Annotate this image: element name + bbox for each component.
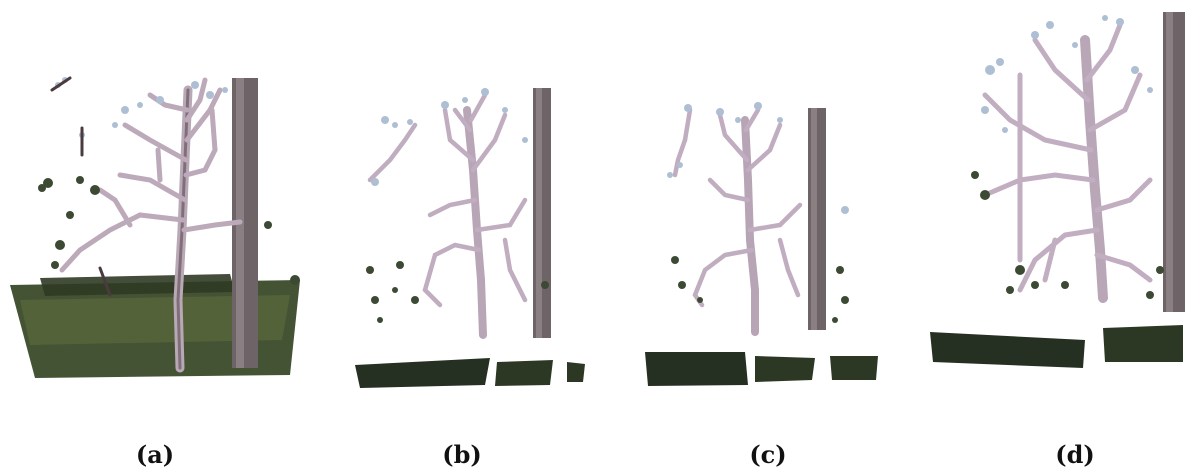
panel-b-caption: (b) [442,440,482,469]
tree-point-cloud-b [355,88,585,388]
panel-c-caption: (c) [749,440,787,469]
panel-b [345,0,595,420]
panel-d-caption: (d) [1055,440,1095,469]
panel-d [925,0,1185,420]
tree-point-cloud-a [10,76,300,378]
tree-point-cloud-d [930,12,1185,368]
tree-point-cloud-c [645,102,878,386]
panel-a-caption: (a) [135,440,175,469]
panel-c [640,0,890,420]
panel-a [0,0,310,420]
